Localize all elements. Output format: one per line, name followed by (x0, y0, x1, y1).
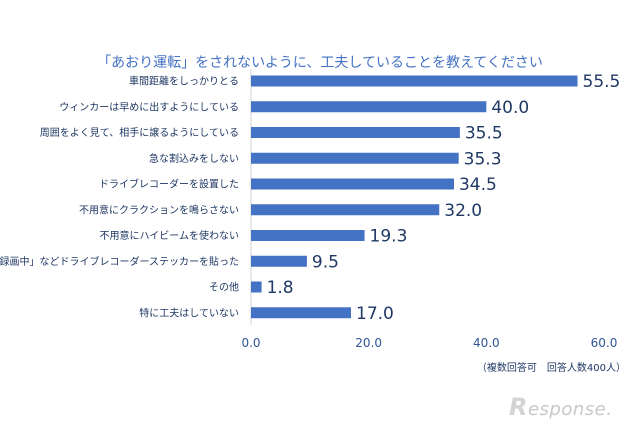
value-label: 34.5 (459, 175, 497, 195)
response-logo-r: R (509, 393, 528, 421)
category-label: 周囲をよく見て、相手に譲るようにしている (40, 126, 239, 139)
category-label: 車間距離をしっかりとる (129, 75, 239, 88)
value-label: 55.5 (583, 72, 621, 92)
bar (251, 127, 460, 138)
bar (251, 152, 459, 164)
value-label: 19.3 (370, 227, 408, 247)
bar (251, 178, 454, 190)
category-label: 急な割込みをしない (149, 152, 239, 165)
response-logo: Response. (509, 393, 612, 421)
bar (251, 101, 487, 113)
bar (251, 75, 578, 87)
category-label: 不用意にハイビームを使わない (100, 229, 240, 242)
value-label: 17.0 (356, 304, 394, 324)
category-label: ドライブレコーダーを設置した (99, 178, 239, 191)
value-label: 9.5 (312, 252, 339, 272)
value-label: 35.3 (464, 149, 502, 169)
bar (251, 281, 262, 293)
chart-title: 「あおり運転」をされないように、工夫していることを教えてください (97, 55, 543, 71)
respondent-note: （複数回答可 回答人数400人） (476, 363, 626, 374)
x-tick-label: 0.0 (241, 336, 260, 350)
category-label: 不用意にクラクションを鳴らさない (79, 203, 239, 216)
value-label: 32.0 (444, 201, 482, 221)
category-label: ウィンカーは早めに出すようにしている (59, 100, 239, 113)
value-label: 1.8 (267, 278, 294, 298)
x-tick-label: 20.0 (355, 336, 382, 350)
bar (251, 255, 307, 267)
category-label: 特に工夫はしていない (139, 307, 239, 319)
bar (251, 230, 365, 241)
bar (251, 307, 352, 319)
category-label: 「録画中」などドライブレコーダーステッカーを貼った (0, 255, 239, 268)
response-logo-text: esponse. (527, 399, 613, 420)
value-label: 35.5 (465, 124, 503, 144)
x-tick-label: 40.0 (473, 336, 500, 350)
x-tick-label: 60.0 (591, 336, 618, 350)
bar (251, 204, 440, 216)
value-label: 40.0 (491, 98, 529, 118)
category-label: その他 (209, 281, 239, 294)
